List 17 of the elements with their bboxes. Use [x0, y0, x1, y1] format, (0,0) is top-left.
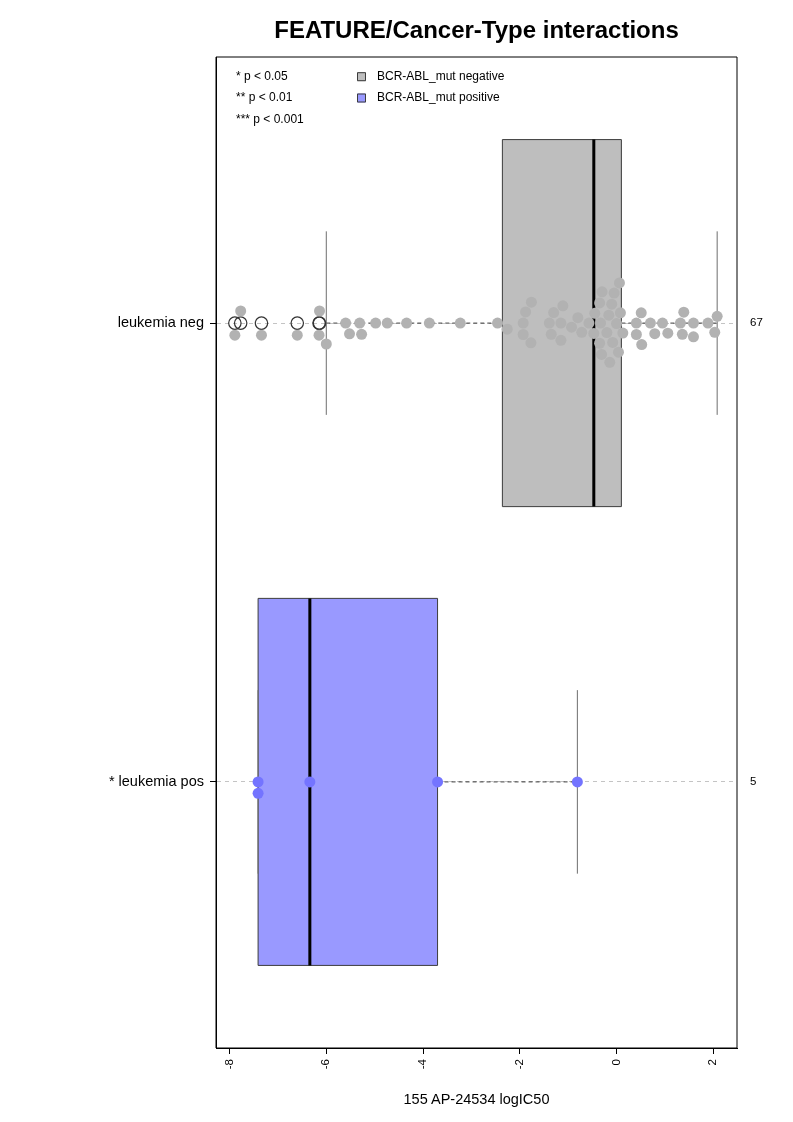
annotation: *** p < 0.001	[236, 111, 305, 126]
annotation: ** p < 0.01	[236, 90, 293, 105]
x-tick-label: -8	[222, 1059, 235, 1070]
y-tick-label: * leukemia pos	[108, 772, 204, 789]
x-tick-label: -4	[416, 1058, 429, 1070]
x-tick-label: -6	[319, 1059, 332, 1070]
y-tick-label: leukemia neg	[117, 314, 204, 331]
legend-label: BCR-ABL_mut positive	[377, 90, 501, 105]
annotation: * p < 0.05	[236, 69, 289, 84]
text: 5	[750, 775, 757, 788]
x-tick-label: 2	[706, 1059, 719, 1066]
x-tick-label: -2	[512, 1059, 525, 1070]
x-axis-title: 155 AP-24534 logIC50	[403, 1091, 550, 1108]
text: 67	[750, 316, 763, 329]
x-tick-label: 0	[609, 1059, 622, 1066]
chart-title: FEATURE/Cancer-Type interactions	[274, 15, 679, 43]
legend-label: BCR-ABL_mut negative	[377, 69, 505, 84]
